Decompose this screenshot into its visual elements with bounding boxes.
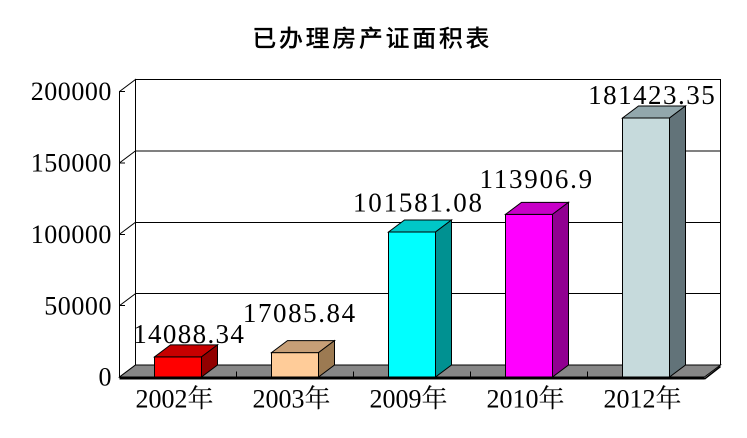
- svg-text:0: 0: [98, 363, 112, 392]
- svg-text:181423.35: 181423.35: [588, 80, 715, 110]
- svg-text:2009: 2009: [370, 384, 422, 413]
- svg-text:2003: 2003: [253, 384, 305, 413]
- svg-text:113906.9: 113906.9: [480, 164, 593, 194]
- svg-text:101581.08: 101581.08: [353, 188, 482, 218]
- svg-text:2010: 2010: [487, 384, 539, 413]
- svg-text:2002: 2002: [136, 384, 188, 413]
- svg-text:200000: 200000: [31, 77, 112, 106]
- svg-text:2012: 2012: [604, 384, 656, 413]
- svg-text:150000: 150000: [31, 149, 112, 178]
- svg-text:100000: 100000: [31, 220, 112, 249]
- svg-text:14088.34: 14088.34: [133, 319, 244, 349]
- svg-text:17085.84: 17085.84: [243, 298, 356, 328]
- svg-text:50000: 50000: [44, 291, 112, 320]
